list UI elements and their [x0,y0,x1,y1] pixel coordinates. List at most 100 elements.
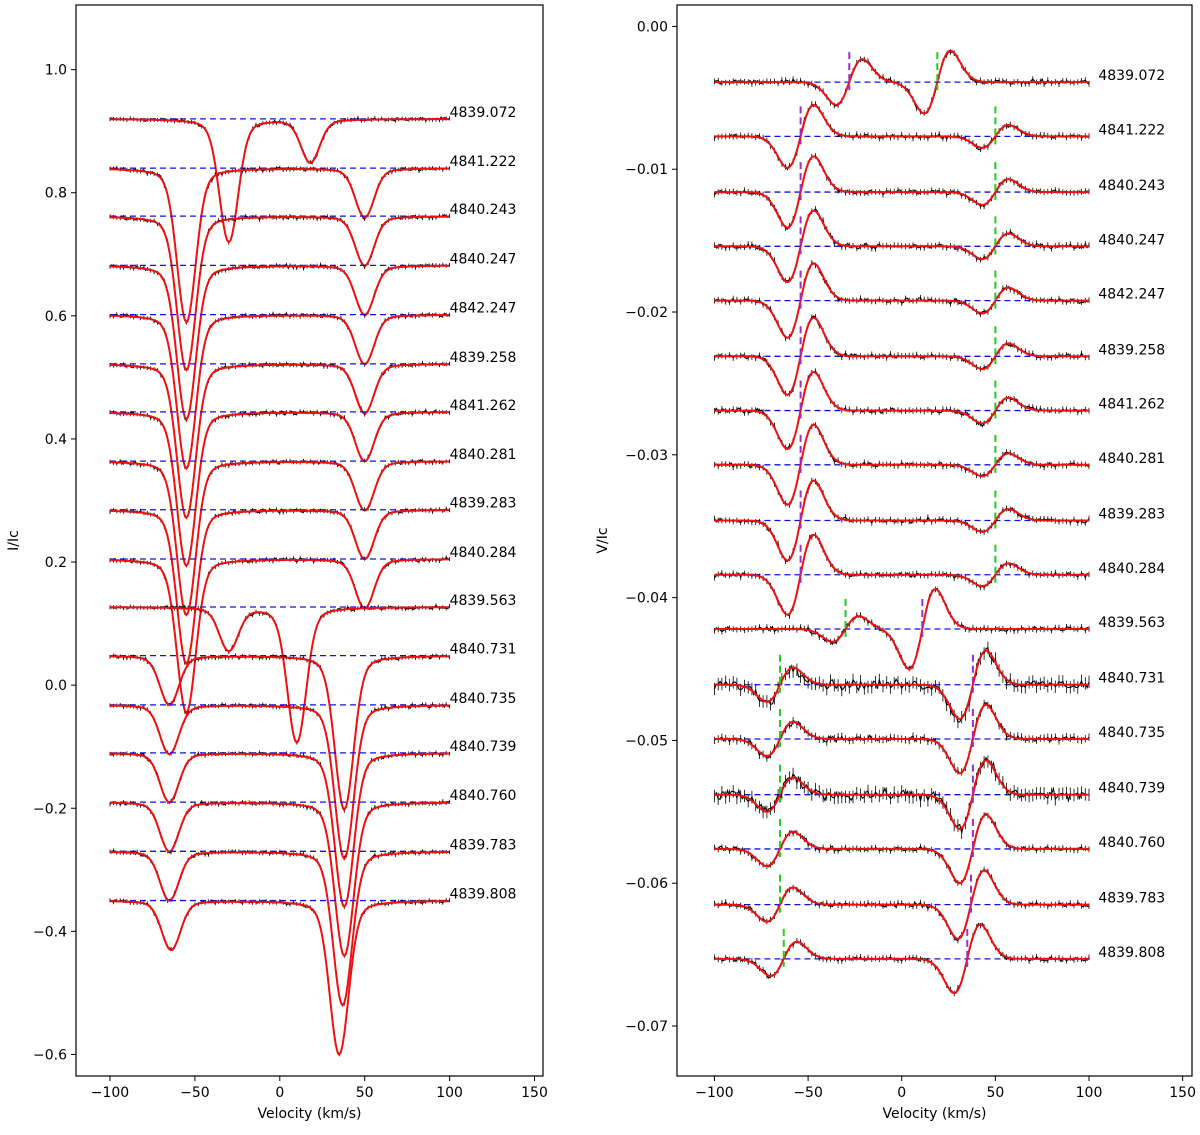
right-x-tick-label: 100 [1076,1085,1103,1101]
model-profile [714,316,1089,396]
right-spectrum-4841.262 [714,368,1090,451]
model-profile [714,155,1089,229]
model-profile [714,703,1089,775]
left-spectrum-4841.222 [109,165,450,325]
right-panel [672,4,1193,1081]
right-spectrum-4840.284 [714,532,1090,619]
left-spectrum-4840.243 [109,213,450,372]
model-profile [109,460,450,617]
phase-label: 4839.563 [450,593,517,609]
left-y-tick-label: 0.2 [45,555,67,571]
right-spectrum-4840.247 [714,206,1090,284]
right-x-tick-label: 150 [1169,1085,1196,1101]
left-axes-frame [75,4,544,1077]
left-x-tick-label: 150 [521,1085,548,1101]
left-spectrum-4840.731 [109,653,450,813]
right-spectrum-4839.283 [714,477,1090,564]
phase-label: 4840.243 [450,202,517,218]
right-spectrum-4840.739 [714,755,1090,839]
phase-label: 4841.262 [450,398,517,414]
right-spectrum-4840.760 [714,812,1090,886]
model-profile [714,262,1089,339]
left-y-axis-label: I/Ic [6,530,22,551]
right-spectrum-4840.731 [713,641,1090,729]
model-profile [714,759,1089,831]
left-spectrum-4839.563 [109,603,451,745]
left-spectrum-4839.258 [109,360,450,520]
model-profile [110,655,450,812]
model-profile [714,533,1089,616]
phase-label: 4841.222 [450,154,517,170]
left-spectrum-4840.281 [109,458,450,617]
model-profile [110,558,450,715]
left-spectrum-4840.760 [109,799,450,958]
right-x-axis-label: Velocity (km/s) [882,1106,986,1122]
model-profile [714,587,1089,671]
model-profile [109,314,450,471]
right-y-tick-label: −0.03 [625,448,668,464]
phase-label: 4840.247 [1098,232,1165,248]
model-profile [110,509,450,666]
right-y-tick-label: −0.06 [625,876,668,892]
phase-label: 4840.731 [1098,671,1165,687]
model-profile [110,606,450,745]
phase-label: 4840.735 [450,691,517,707]
phase-label: 4840.281 [450,447,517,463]
right-axes-frame [676,4,1193,1077]
right-y-tick-label: −0.05 [625,733,668,749]
phase-label: 4839.283 [450,496,517,512]
left-x-tick-label: 0 [275,1085,284,1101]
right-y-axis-label: V/Ic [595,527,611,553]
left-spectrum-4840.284 [109,555,450,716]
phase-label: 4839.563 [1098,615,1165,631]
phase-label: 4841.222 [1098,122,1165,138]
phase-label: 4842.247 [1098,287,1165,303]
phase-label: 4840.243 [1098,178,1165,194]
left-y-tick-label: −0.6 [33,1047,67,1063]
left-spectrum-4840.735 [109,702,450,861]
left-panel [71,4,544,1081]
right-spectrum-4839.072 [714,49,1090,116]
phase-label: 4840.760 [450,788,517,804]
phase-label: 4839.283 [1098,507,1165,523]
left-spectrum-4839.283 [109,506,450,666]
model-profile [110,363,450,520]
phase-label: 4840.284 [450,545,517,561]
model-profile [109,704,450,861]
model-profile [714,923,1089,995]
left-spectrum-4842.247 [109,311,450,471]
left-y-tick-label: 0.8 [45,186,67,202]
phase-label: 4840.281 [1098,451,1165,467]
model-profile [110,411,450,568]
phase-label: 4839.258 [1098,342,1165,358]
left-spectrum-4839.808 [109,898,450,1057]
right-spectrum-4839.808 [714,922,1090,997]
model-profile [110,264,450,422]
right-y-tick-label: −0.02 [625,305,668,321]
model-profile [109,900,450,1057]
model-profile [714,813,1089,885]
phase-label: 4841.262 [1098,397,1165,413]
model-profile [714,423,1089,506]
left-y-tick-label: 1.0 [45,63,67,79]
phase-label: 4839.783 [450,837,517,853]
right-x-tick-label: 50 [986,1085,1004,1101]
model-profile [109,167,450,324]
phase-label: 4840.247 [450,251,517,267]
model-profile [714,209,1089,284]
left-y-tick-label: 0.0 [45,678,67,694]
phase-label: 4840.731 [450,642,517,658]
left-x-tick-label: −100 [91,1085,129,1101]
model-profile [110,118,450,244]
model-profile [109,752,450,909]
model-profile [714,479,1089,562]
left-spectrum-4839.783 [109,848,450,1008]
left-spectrum-4839.072 [109,115,450,245]
phase-label: 4840.739 [450,739,517,755]
left-spectrum-4840.739 [109,750,450,910]
model-profile [714,869,1089,940]
left-y-tick-label: −0.2 [33,801,67,817]
left-spectrum-4840.247 [109,262,450,423]
